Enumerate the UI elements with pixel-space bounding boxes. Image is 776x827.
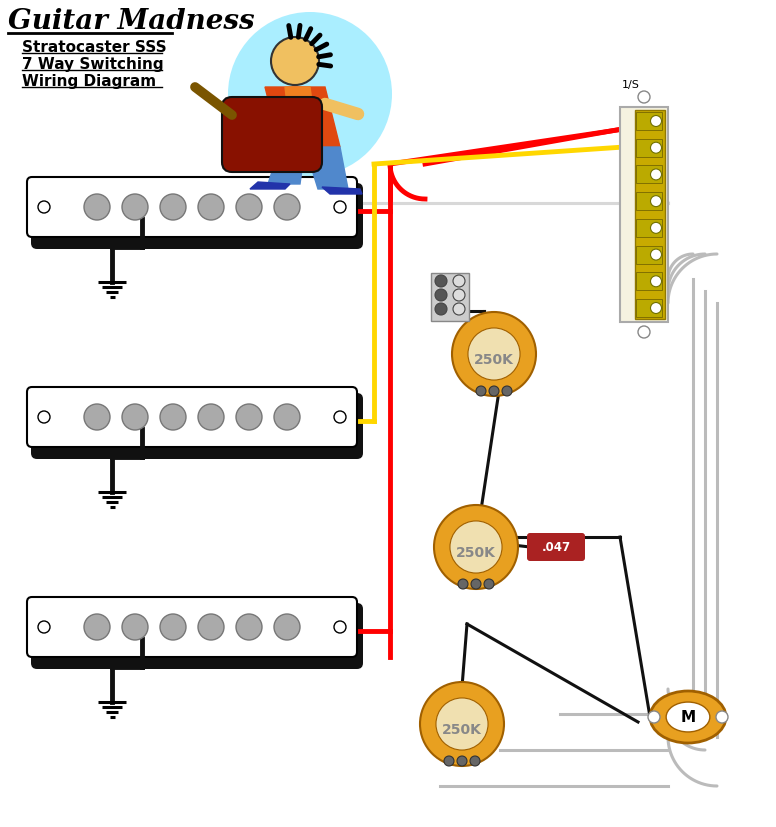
Bar <box>620 108 668 323</box>
Text: 250K: 250K <box>442 722 482 736</box>
FancyBboxPatch shape <box>27 597 357 657</box>
Circle shape <box>271 38 319 86</box>
Circle shape <box>236 404 262 431</box>
Circle shape <box>198 614 224 640</box>
Circle shape <box>453 275 465 288</box>
Circle shape <box>198 404 224 431</box>
Circle shape <box>274 614 300 640</box>
Polygon shape <box>268 148 305 184</box>
Circle shape <box>334 202 346 213</box>
Polygon shape <box>322 188 362 195</box>
Circle shape <box>434 505 518 590</box>
Circle shape <box>420 682 504 766</box>
FancyBboxPatch shape <box>222 98 322 173</box>
Circle shape <box>458 579 468 590</box>
Ellipse shape <box>666 702 710 732</box>
Circle shape <box>38 202 50 213</box>
Circle shape <box>468 328 520 380</box>
Circle shape <box>274 195 300 221</box>
Circle shape <box>84 404 110 431</box>
Bar <box>636 193 662 211</box>
Circle shape <box>453 304 465 316</box>
Bar <box>431 274 469 322</box>
Circle shape <box>435 275 447 288</box>
Circle shape <box>236 614 262 640</box>
Circle shape <box>435 289 447 302</box>
Circle shape <box>160 195 186 221</box>
Circle shape <box>716 711 728 723</box>
Circle shape <box>471 579 481 590</box>
Circle shape <box>648 711 660 723</box>
Circle shape <box>650 196 661 208</box>
Circle shape <box>236 195 262 221</box>
Text: 7 Way Switching: 7 Way Switching <box>22 57 164 72</box>
Circle shape <box>476 386 486 396</box>
Bar <box>636 299 662 318</box>
Bar <box>636 140 662 157</box>
Circle shape <box>160 614 186 640</box>
Bar <box>636 273 662 291</box>
Circle shape <box>334 621 346 633</box>
Text: 250K: 250K <box>456 545 496 559</box>
Circle shape <box>457 756 467 766</box>
Text: Guitar Madness: Guitar Madness <box>8 8 255 35</box>
Circle shape <box>489 386 499 396</box>
FancyBboxPatch shape <box>27 178 357 237</box>
Circle shape <box>435 304 447 316</box>
Circle shape <box>38 621 50 633</box>
Circle shape <box>334 412 346 423</box>
Text: .047: .047 <box>542 541 570 554</box>
Circle shape <box>122 195 148 221</box>
Circle shape <box>650 223 661 234</box>
Circle shape <box>484 579 494 590</box>
Circle shape <box>198 195 224 221</box>
Text: 250K: 250K <box>474 352 514 366</box>
Ellipse shape <box>650 691 726 743</box>
Bar <box>636 166 662 184</box>
Circle shape <box>450 521 502 573</box>
Bar <box>636 246 662 265</box>
Circle shape <box>650 143 661 154</box>
Circle shape <box>502 386 512 396</box>
Circle shape <box>84 195 110 221</box>
Text: Wiring Diagram: Wiring Diagram <box>22 74 156 88</box>
FancyBboxPatch shape <box>527 533 585 562</box>
Polygon shape <box>285 88 318 148</box>
Circle shape <box>470 756 480 766</box>
Circle shape <box>122 404 148 431</box>
Circle shape <box>638 327 650 338</box>
Circle shape <box>274 404 300 431</box>
Circle shape <box>650 276 661 288</box>
FancyBboxPatch shape <box>31 184 363 250</box>
Circle shape <box>122 614 148 640</box>
Circle shape <box>38 412 50 423</box>
FancyBboxPatch shape <box>31 394 363 460</box>
Circle shape <box>160 404 186 431</box>
Polygon shape <box>250 183 290 189</box>
Circle shape <box>444 756 454 766</box>
Bar <box>636 112 662 131</box>
FancyBboxPatch shape <box>31 603 363 669</box>
Circle shape <box>452 313 536 396</box>
Circle shape <box>650 117 661 127</box>
Text: Stratocaster SSS: Stratocaster SSS <box>22 40 167 55</box>
Circle shape <box>650 170 661 181</box>
Bar <box>636 220 662 237</box>
Circle shape <box>453 289 465 302</box>
Bar <box>635 111 665 319</box>
Circle shape <box>436 698 488 750</box>
Text: 1/S: 1/S <box>622 80 640 90</box>
FancyBboxPatch shape <box>27 388 357 447</box>
Circle shape <box>638 92 650 104</box>
Polygon shape <box>265 88 340 148</box>
Circle shape <box>650 250 661 261</box>
Circle shape <box>650 304 661 314</box>
Polygon shape <box>305 148 348 189</box>
Text: M: M <box>681 710 695 724</box>
Circle shape <box>228 13 392 177</box>
Circle shape <box>84 614 110 640</box>
